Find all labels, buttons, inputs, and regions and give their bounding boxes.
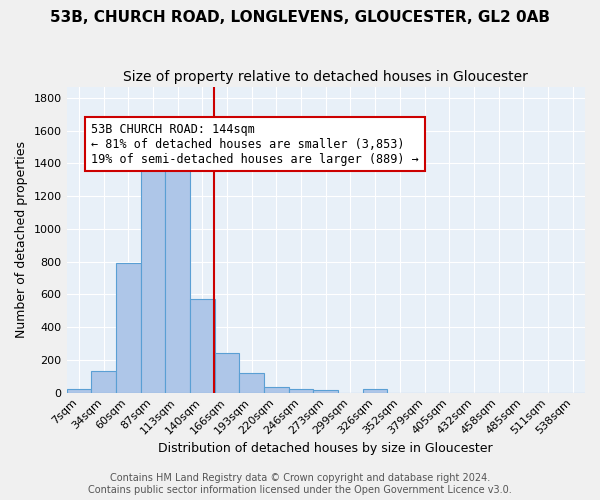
Text: Contains HM Land Registry data © Crown copyright and database right 2024.
Contai: Contains HM Land Registry data © Crown c… bbox=[88, 474, 512, 495]
Bar bbox=[239, 373, 264, 392]
Title: Size of property relative to detached houses in Gloucester: Size of property relative to detached ho… bbox=[124, 70, 528, 84]
Bar bbox=[67, 390, 91, 392]
Bar bbox=[116, 264, 140, 392]
Y-axis label: Number of detached properties: Number of detached properties bbox=[15, 141, 28, 338]
Text: 53B, CHURCH ROAD, LONGLEVENS, GLOUCESTER, GL2 0AB: 53B, CHURCH ROAD, LONGLEVENS, GLOUCESTER… bbox=[50, 10, 550, 25]
Bar bbox=[140, 150, 165, 392]
Bar bbox=[91, 370, 116, 392]
Bar bbox=[215, 352, 239, 393]
Bar bbox=[190, 300, 215, 392]
Bar bbox=[264, 387, 289, 392]
Bar bbox=[289, 388, 313, 392]
Bar bbox=[363, 390, 388, 392]
Bar bbox=[165, 165, 190, 392]
Text: 53B CHURCH ROAD: 144sqm
← 81% of detached houses are smaller (3,853)
19% of semi: 53B CHURCH ROAD: 144sqm ← 81% of detache… bbox=[91, 122, 419, 166]
Bar bbox=[313, 390, 338, 392]
X-axis label: Distribution of detached houses by size in Gloucester: Distribution of detached houses by size … bbox=[158, 442, 493, 455]
